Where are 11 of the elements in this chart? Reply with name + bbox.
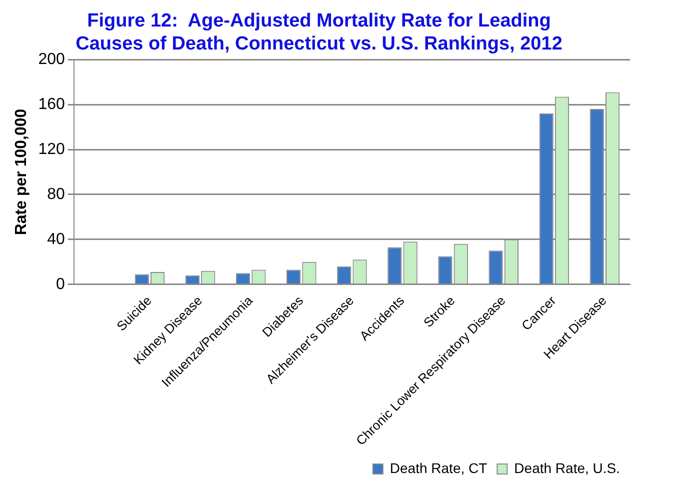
y-tick-label: 80	[47, 186, 65, 203]
text: Causes of Death, Connecticut vs. U.S. Rankings, 2012	[76, 33, 562, 54]
y-axis-title: Rate per 100,000	[13, 108, 30, 236]
y-tick-label: 160	[38, 96, 65, 113]
legend-label: Death Rate, U.S.	[514, 460, 620, 476]
y-tick-label: 0	[56, 276, 65, 293]
text: Figure 12: Age-Adjusted Mortality Rate for Leading	[87, 10, 551, 32]
y-tick-label: 200	[38, 51, 65, 68]
y-tick-label: 40	[47, 230, 65, 248]
legend-label: Death Rate, CT	[390, 460, 488, 476]
y-tick-label: 120	[38, 140, 65, 158]
